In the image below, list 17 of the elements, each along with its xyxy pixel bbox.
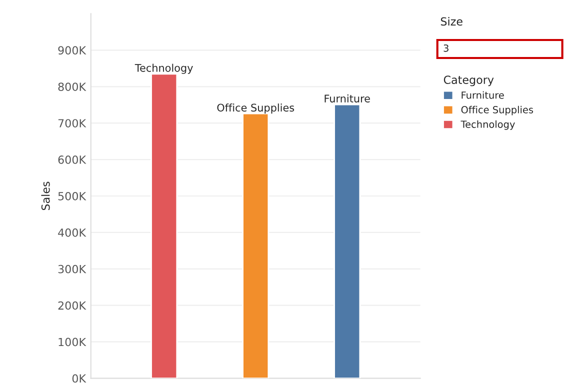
text: 3 xyxy=(444,44,448,52)
y-tick-label: 100K xyxy=(58,338,86,346)
y-tick-label: 0K xyxy=(72,374,86,383)
y-tick-label: 900K xyxy=(58,46,86,55)
y-tick-label: 500K xyxy=(58,192,86,200)
y-tick-label: 700K xyxy=(58,119,86,128)
y-tick-label: 800K xyxy=(58,82,86,92)
legend-label: Office Supplies xyxy=(461,106,534,116)
text: Size xyxy=(440,17,462,26)
y-tick-label: 400K xyxy=(58,228,86,237)
y-tick-label: 300K xyxy=(58,264,86,274)
legend-label: Furniture xyxy=(462,91,504,99)
legend-label: Technology xyxy=(460,120,515,130)
legend-title: Category xyxy=(444,76,494,86)
y-axis-title: Sales xyxy=(41,182,50,210)
y-tick-label: 200K xyxy=(58,301,86,310)
y-tick-label: 600K xyxy=(58,156,86,164)
